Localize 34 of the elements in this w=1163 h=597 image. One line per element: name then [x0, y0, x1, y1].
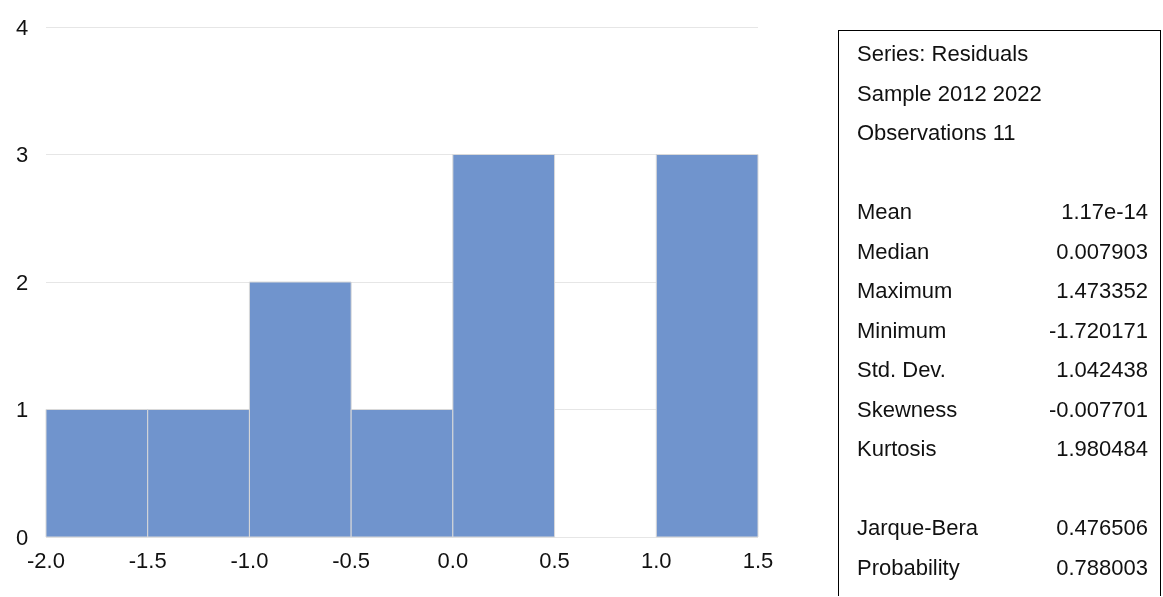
text: 0.476506: [1056, 515, 1148, 541]
text: Series: Residuals: [857, 41, 1029, 67]
y-tick-label: 4: [15, 14, 29, 40]
text: 1.980484: [1056, 436, 1148, 462]
text: Sample 2012 2022: [857, 80, 1042, 107]
text: 0.788003: [1056, 554, 1148, 581]
text: Median: [857, 238, 930, 265]
text: Probability: [857, 554, 960, 581]
x-tick-label: 1.0: [640, 547, 672, 573]
text: Observations 11: [857, 120, 1016, 146]
y-tick-label: 0: [15, 524, 29, 550]
text: Mean: [857, 199, 913, 225]
text: 1.17e-14: [1061, 199, 1148, 225]
x-tick-label: -0.5: [332, 547, 371, 573]
text: -1.720171: [1048, 317, 1148, 344]
text: 1.473352: [1056, 278, 1148, 304]
text: Jarque-Bera: [857, 515, 979, 541]
text: 1.042438: [1056, 357, 1148, 383]
x-tick-label: 0.5: [539, 547, 570, 573]
text: Skewness: [857, 396, 958, 423]
y-tick-label: 3: [15, 142, 29, 167]
x-tick-label: 0.0: [437, 547, 469, 573]
y-tick-label: 2: [15, 269, 29, 295]
text: Kurtosis: [857, 436, 937, 462]
text: Maximum: [857, 278, 953, 304]
x-tick-label: 1.5: [742, 547, 774, 573]
text: -0.007701: [1048, 396, 1148, 423]
x-tick-label: -2.0: [27, 547, 65, 573]
text: Minimum: [857, 317, 947, 344]
x-tick-label: -1.0: [230, 547, 269, 573]
text: 0.007903: [1056, 238, 1148, 265]
y-tick-label: 1: [15, 397, 29, 422]
x-tick-label: -1.5: [128, 547, 167, 573]
text: Std. Dev.: [857, 357, 946, 383]
